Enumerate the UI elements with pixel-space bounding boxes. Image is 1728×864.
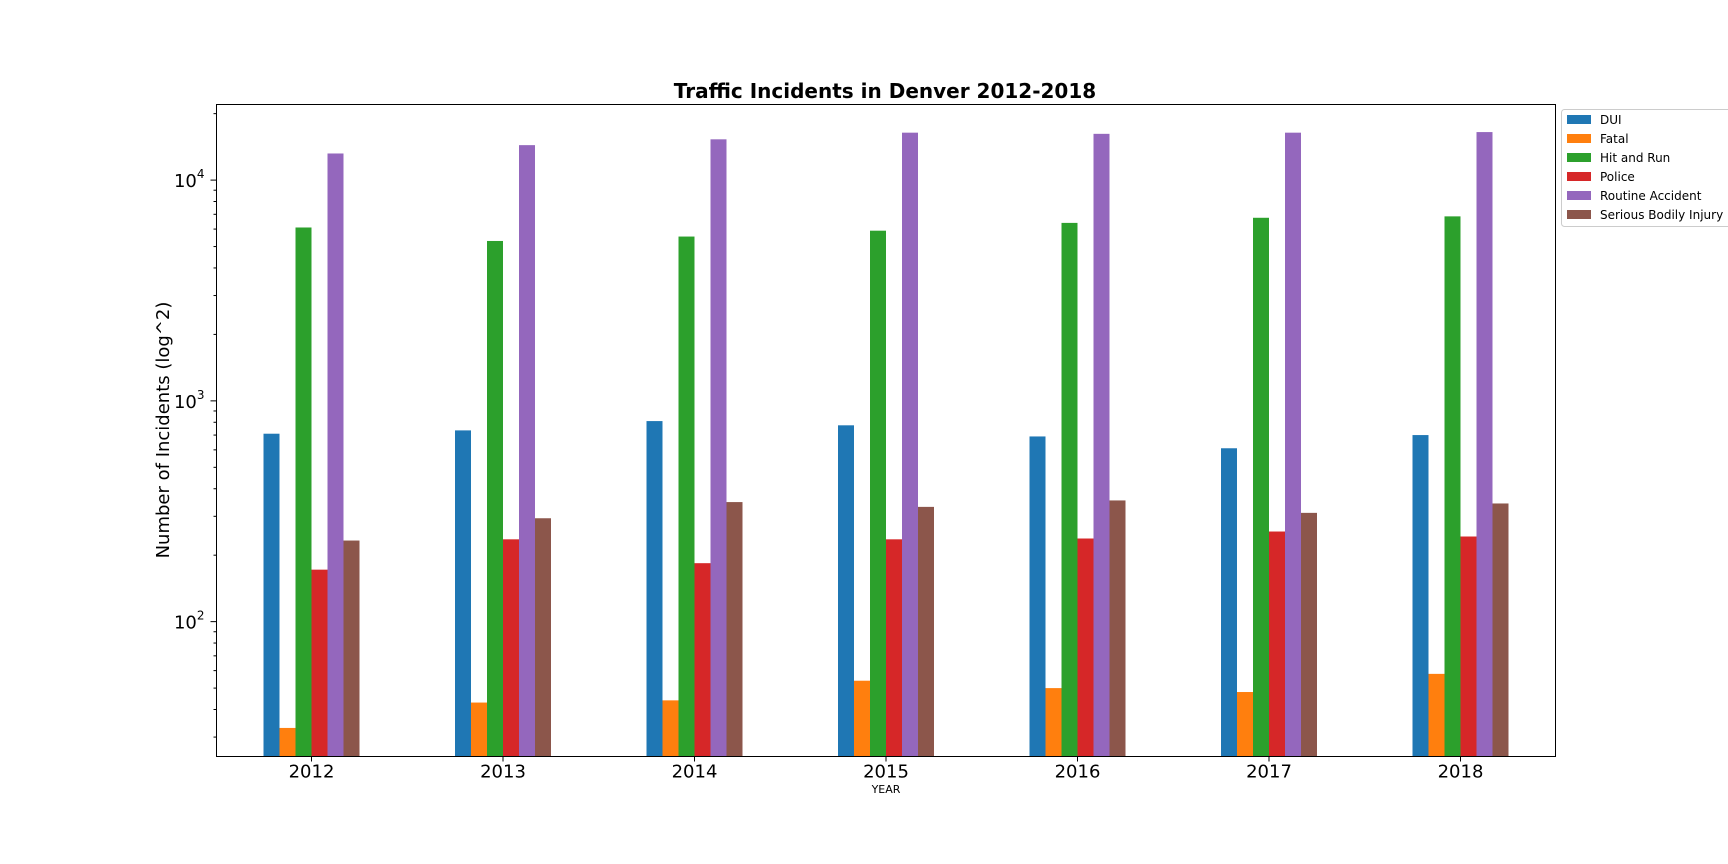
bars-group bbox=[263, 132, 1509, 757]
bar-serious-bodily-injury-2016 bbox=[1109, 500, 1126, 757]
bar-police-2012 bbox=[311, 569, 328, 757]
bar-dui-2016 bbox=[1029, 436, 1046, 757]
legend-swatch bbox=[1567, 210, 1591, 219]
bar-fatal-2015 bbox=[854, 680, 870, 757]
bar-serious-bodily-injury-2014 bbox=[726, 502, 743, 757]
bar-hit-and-run-2018 bbox=[1444, 216, 1461, 757]
bar-routine-accident-2018 bbox=[1476, 132, 1493, 757]
bar-routine-accident-2012 bbox=[327, 153, 344, 757]
y-axis-label: Number of Incidents (log^2) bbox=[153, 302, 174, 559]
x-tick-label: 2013 bbox=[480, 762, 526, 783]
legend-label: Fatal bbox=[1600, 132, 1629, 146]
bar-fatal-2012 bbox=[279, 727, 296, 757]
bar-hit-and-run-2017 bbox=[1253, 217, 1269, 757]
bar-dui-2014 bbox=[646, 421, 663, 757]
chart-title: Traffic Incidents in Denver 2012-2018 bbox=[674, 79, 1096, 103]
bar-routine-accident-2013 bbox=[519, 145, 535, 757]
bar-police-2014 bbox=[694, 563, 711, 757]
bar-police-2017 bbox=[1269, 531, 1285, 757]
bar-serious-bodily-injury-2017 bbox=[1301, 512, 1317, 757]
bar-police-2016 bbox=[1077, 538, 1094, 757]
bar-hit-and-run-2015 bbox=[870, 230, 886, 757]
bar-dui-2018 bbox=[1412, 435, 1429, 757]
bar-serious-bodily-injury-2015 bbox=[918, 506, 934, 757]
x-tick-label: 2015 bbox=[863, 762, 909, 783]
bar-dui-2017 bbox=[1221, 448, 1237, 757]
legend-box bbox=[1561, 109, 1728, 227]
bar-routine-accident-2015 bbox=[902, 132, 918, 757]
legend-swatch bbox=[1567, 134, 1591, 143]
bar-police-2015 bbox=[886, 539, 902, 757]
x-axis: 2012 2013 2014 2015 2016 2017 2018 bbox=[289, 756, 1484, 783]
x-tick-label: 2012 bbox=[289, 762, 335, 783]
bar-hit-and-run-2014 bbox=[678, 236, 695, 757]
legend-swatch bbox=[1567, 172, 1591, 181]
bar-routine-accident-2014 bbox=[710, 139, 727, 757]
x-tick-label: 2018 bbox=[1438, 762, 1484, 783]
legend-label: Serious Bodily Injury bbox=[1600, 208, 1723, 222]
x-tick-label: 2017 bbox=[1246, 762, 1292, 783]
y-tick-label: 102 bbox=[174, 609, 205, 634]
bar-dui-2012 bbox=[263, 433, 280, 757]
bar-routine-accident-2016 bbox=[1093, 133, 1110, 757]
bar-hit-and-run-2016 bbox=[1061, 222, 1078, 757]
bar-fatal-2017 bbox=[1237, 692, 1253, 757]
y-tick-label: 104 bbox=[174, 167, 205, 192]
bar-hit-and-run-2013 bbox=[487, 240, 503, 757]
legend-swatch bbox=[1567, 153, 1591, 162]
y-tick-label: 103 bbox=[174, 388, 205, 413]
bar-serious-bodily-injury-2018 bbox=[1492, 503, 1509, 757]
legend-label: Police bbox=[1600, 170, 1635, 184]
bar-dui-2015 bbox=[838, 425, 854, 757]
bar-fatal-2013 bbox=[471, 702, 487, 757]
bar-dui-2013 bbox=[455, 430, 471, 757]
bar-fatal-2014 bbox=[662, 700, 679, 757]
x-axis-label: YEAR bbox=[871, 783, 901, 796]
legend-swatch bbox=[1567, 115, 1591, 124]
bar-fatal-2016 bbox=[1045, 688, 1062, 757]
bar-routine-accident-2017 bbox=[1285, 132, 1301, 757]
bar-police-2013 bbox=[503, 539, 519, 757]
x-tick-label: 2016 bbox=[1055, 762, 1101, 783]
bar-serious-bodily-injury-2012 bbox=[343, 540, 360, 757]
legend: DUI Fatal Hit and Run Police Routine Acciden… bbox=[1561, 109, 1728, 227]
legend-label: DUI bbox=[1600, 113, 1622, 127]
legend-label: Hit and Run bbox=[1600, 151, 1670, 165]
x-tick-label: 2014 bbox=[672, 762, 718, 783]
legend-label: Routine Accident bbox=[1600, 189, 1702, 203]
bar-fatal-2018 bbox=[1428, 673, 1445, 757]
y-axis: 102 103 104 bbox=[174, 113, 217, 738]
legend-swatch bbox=[1567, 191, 1591, 200]
bar-serious-bodily-injury-2013 bbox=[535, 518, 551, 757]
bar-police-2018 bbox=[1460, 536, 1477, 757]
bar-hit-and-run-2012 bbox=[295, 227, 312, 757]
